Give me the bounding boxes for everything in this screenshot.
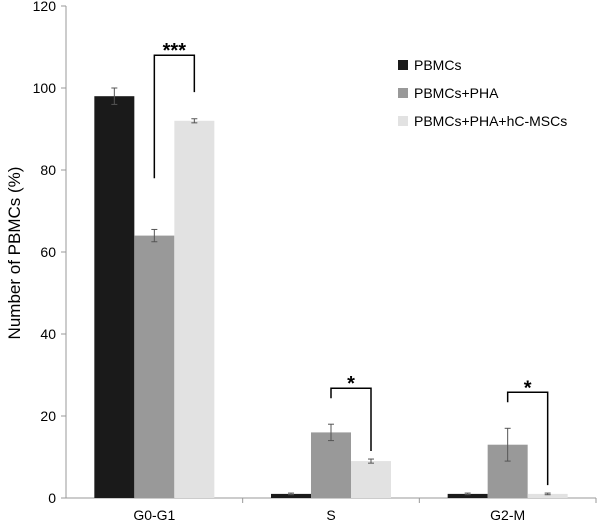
legend-swatch: [398, 60, 408, 70]
bars: [94, 96, 568, 499]
significance-label: *: [347, 373, 355, 395]
bar: [134, 235, 175, 498]
y-tick-label: 100: [33, 80, 57, 96]
x-tick-label: S: [326, 507, 335, 521]
significance-brackets: **** *: [153, 40, 549, 486]
legend-swatch: [398, 88, 408, 98]
legend-label: PBMCs+PHA: [414, 85, 499, 101]
legend-label: PBMCs: [414, 57, 461, 73]
legend: PBMCs PBMCs+PHA PBMCs+PHA+hC-MSCs: [398, 57, 567, 129]
y-tick-label: 60: [40, 244, 56, 260]
x-tick-label: G2-M: [490, 507, 525, 521]
significance-label: ***: [163, 40, 187, 62]
y-tick-label: 80: [40, 162, 56, 178]
bar: [94, 96, 135, 498]
axes: 0 20 40 60 80 100 120 G0-G1 S G2-M: [33, 0, 597, 521]
x-tick-label: G0-G1: [133, 507, 175, 521]
significance-bracket: [330, 387, 372, 452]
bar: [527, 493, 568, 498]
significance-bracket: [153, 54, 196, 179]
bar: [311, 432, 351, 498]
significance-label: *: [524, 377, 532, 399]
error-bars: [111, 87, 551, 496]
y-tick-label: 120: [33, 0, 57, 14]
bar: [271, 493, 311, 498]
bar: [351, 461, 391, 498]
y-tick-label: 40: [40, 326, 56, 342]
y-tick-label: 0: [48, 490, 56, 506]
legend-label: PBMCs+PHA+hC-MSCs: [414, 113, 567, 129]
legend-swatch: [398, 116, 408, 126]
y-tick-label: 20: [40, 408, 56, 424]
bar: [447, 493, 488, 498]
y-axis-label: Number of PBMCs (%): [5, 167, 24, 340]
significance-bracket: [506, 391, 549, 486]
bar: [174, 120, 215, 499]
